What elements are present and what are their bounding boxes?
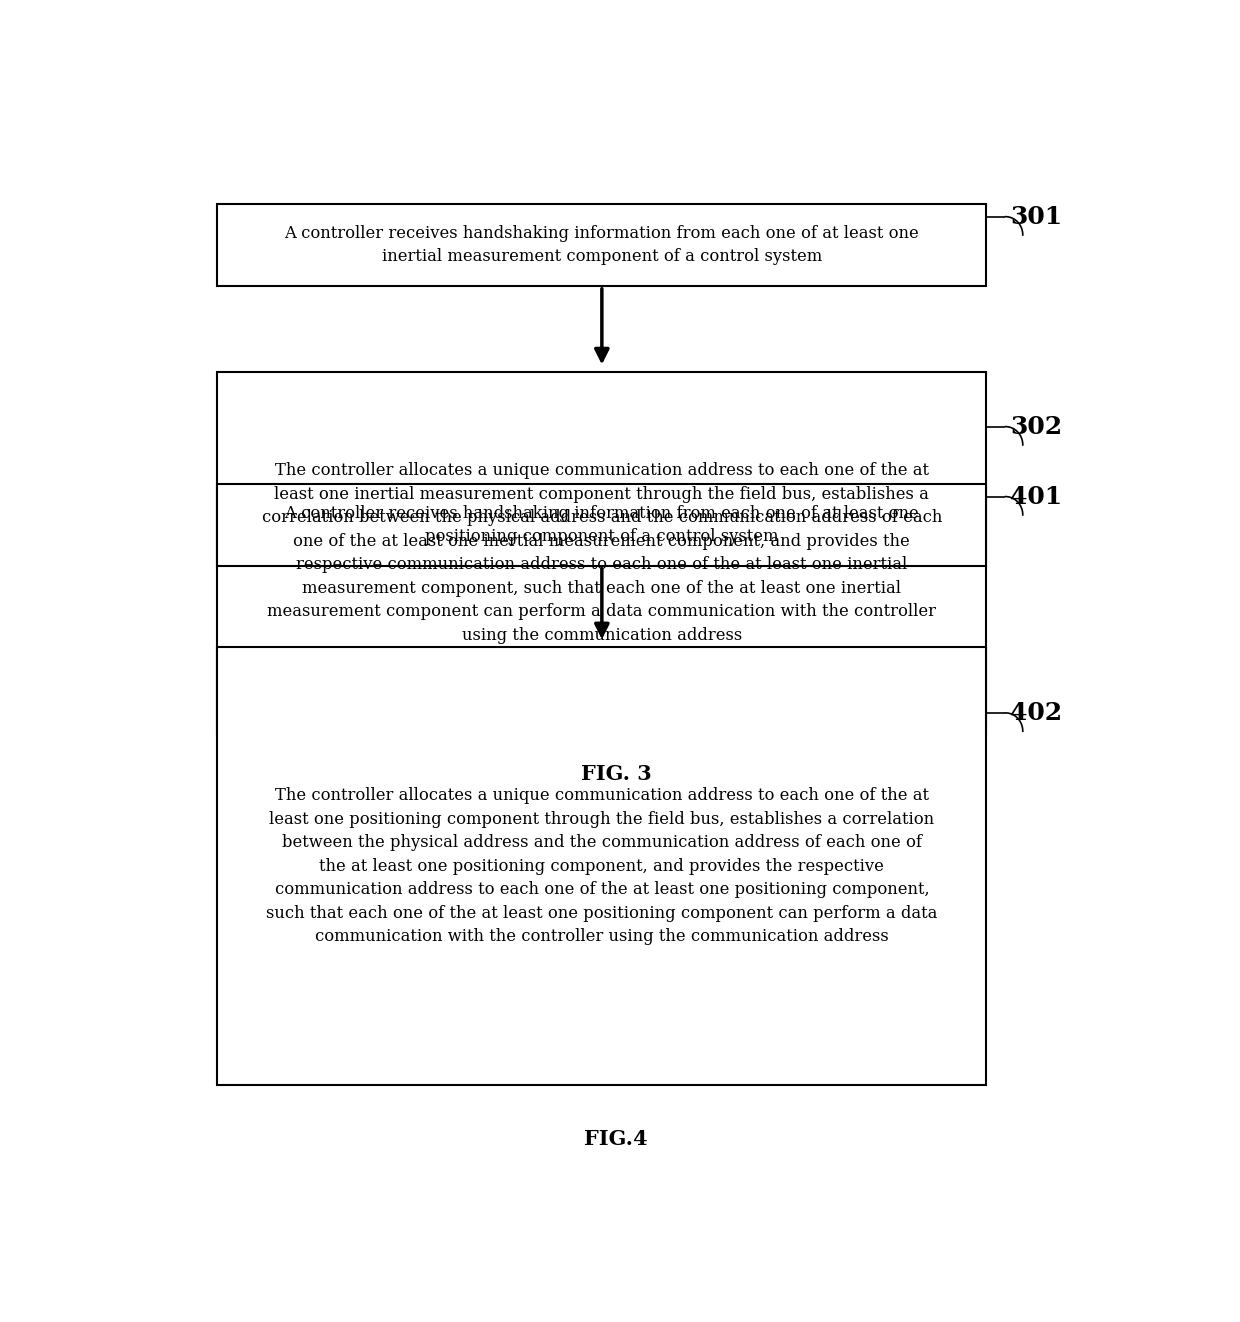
FancyBboxPatch shape: [217, 484, 986, 566]
Text: 301: 301: [1011, 205, 1063, 229]
FancyBboxPatch shape: [217, 373, 986, 734]
Text: 402: 402: [1011, 701, 1063, 724]
FancyBboxPatch shape: [217, 648, 986, 1085]
Text: A controller receives handshaking information from each one of at least one
iner: A controller receives handshaking inform…: [284, 225, 919, 266]
Text: FIG. 3: FIG. 3: [580, 764, 652, 784]
Text: 302: 302: [1011, 415, 1063, 439]
Text: The controller allocates a unique communication address to each one of the at
le: The controller allocates a unique commun…: [262, 463, 942, 644]
Text: 401: 401: [1011, 485, 1063, 509]
Text: FIG.4: FIG.4: [584, 1129, 649, 1149]
Text: The controller allocates a unique communication address to each one of the at
le: The controller allocates a unique commun…: [267, 787, 937, 945]
Text: A controller receives handshaking information from each one of at least one
posi: A controller receives handshaking inform…: [284, 505, 919, 546]
FancyBboxPatch shape: [217, 205, 986, 286]
